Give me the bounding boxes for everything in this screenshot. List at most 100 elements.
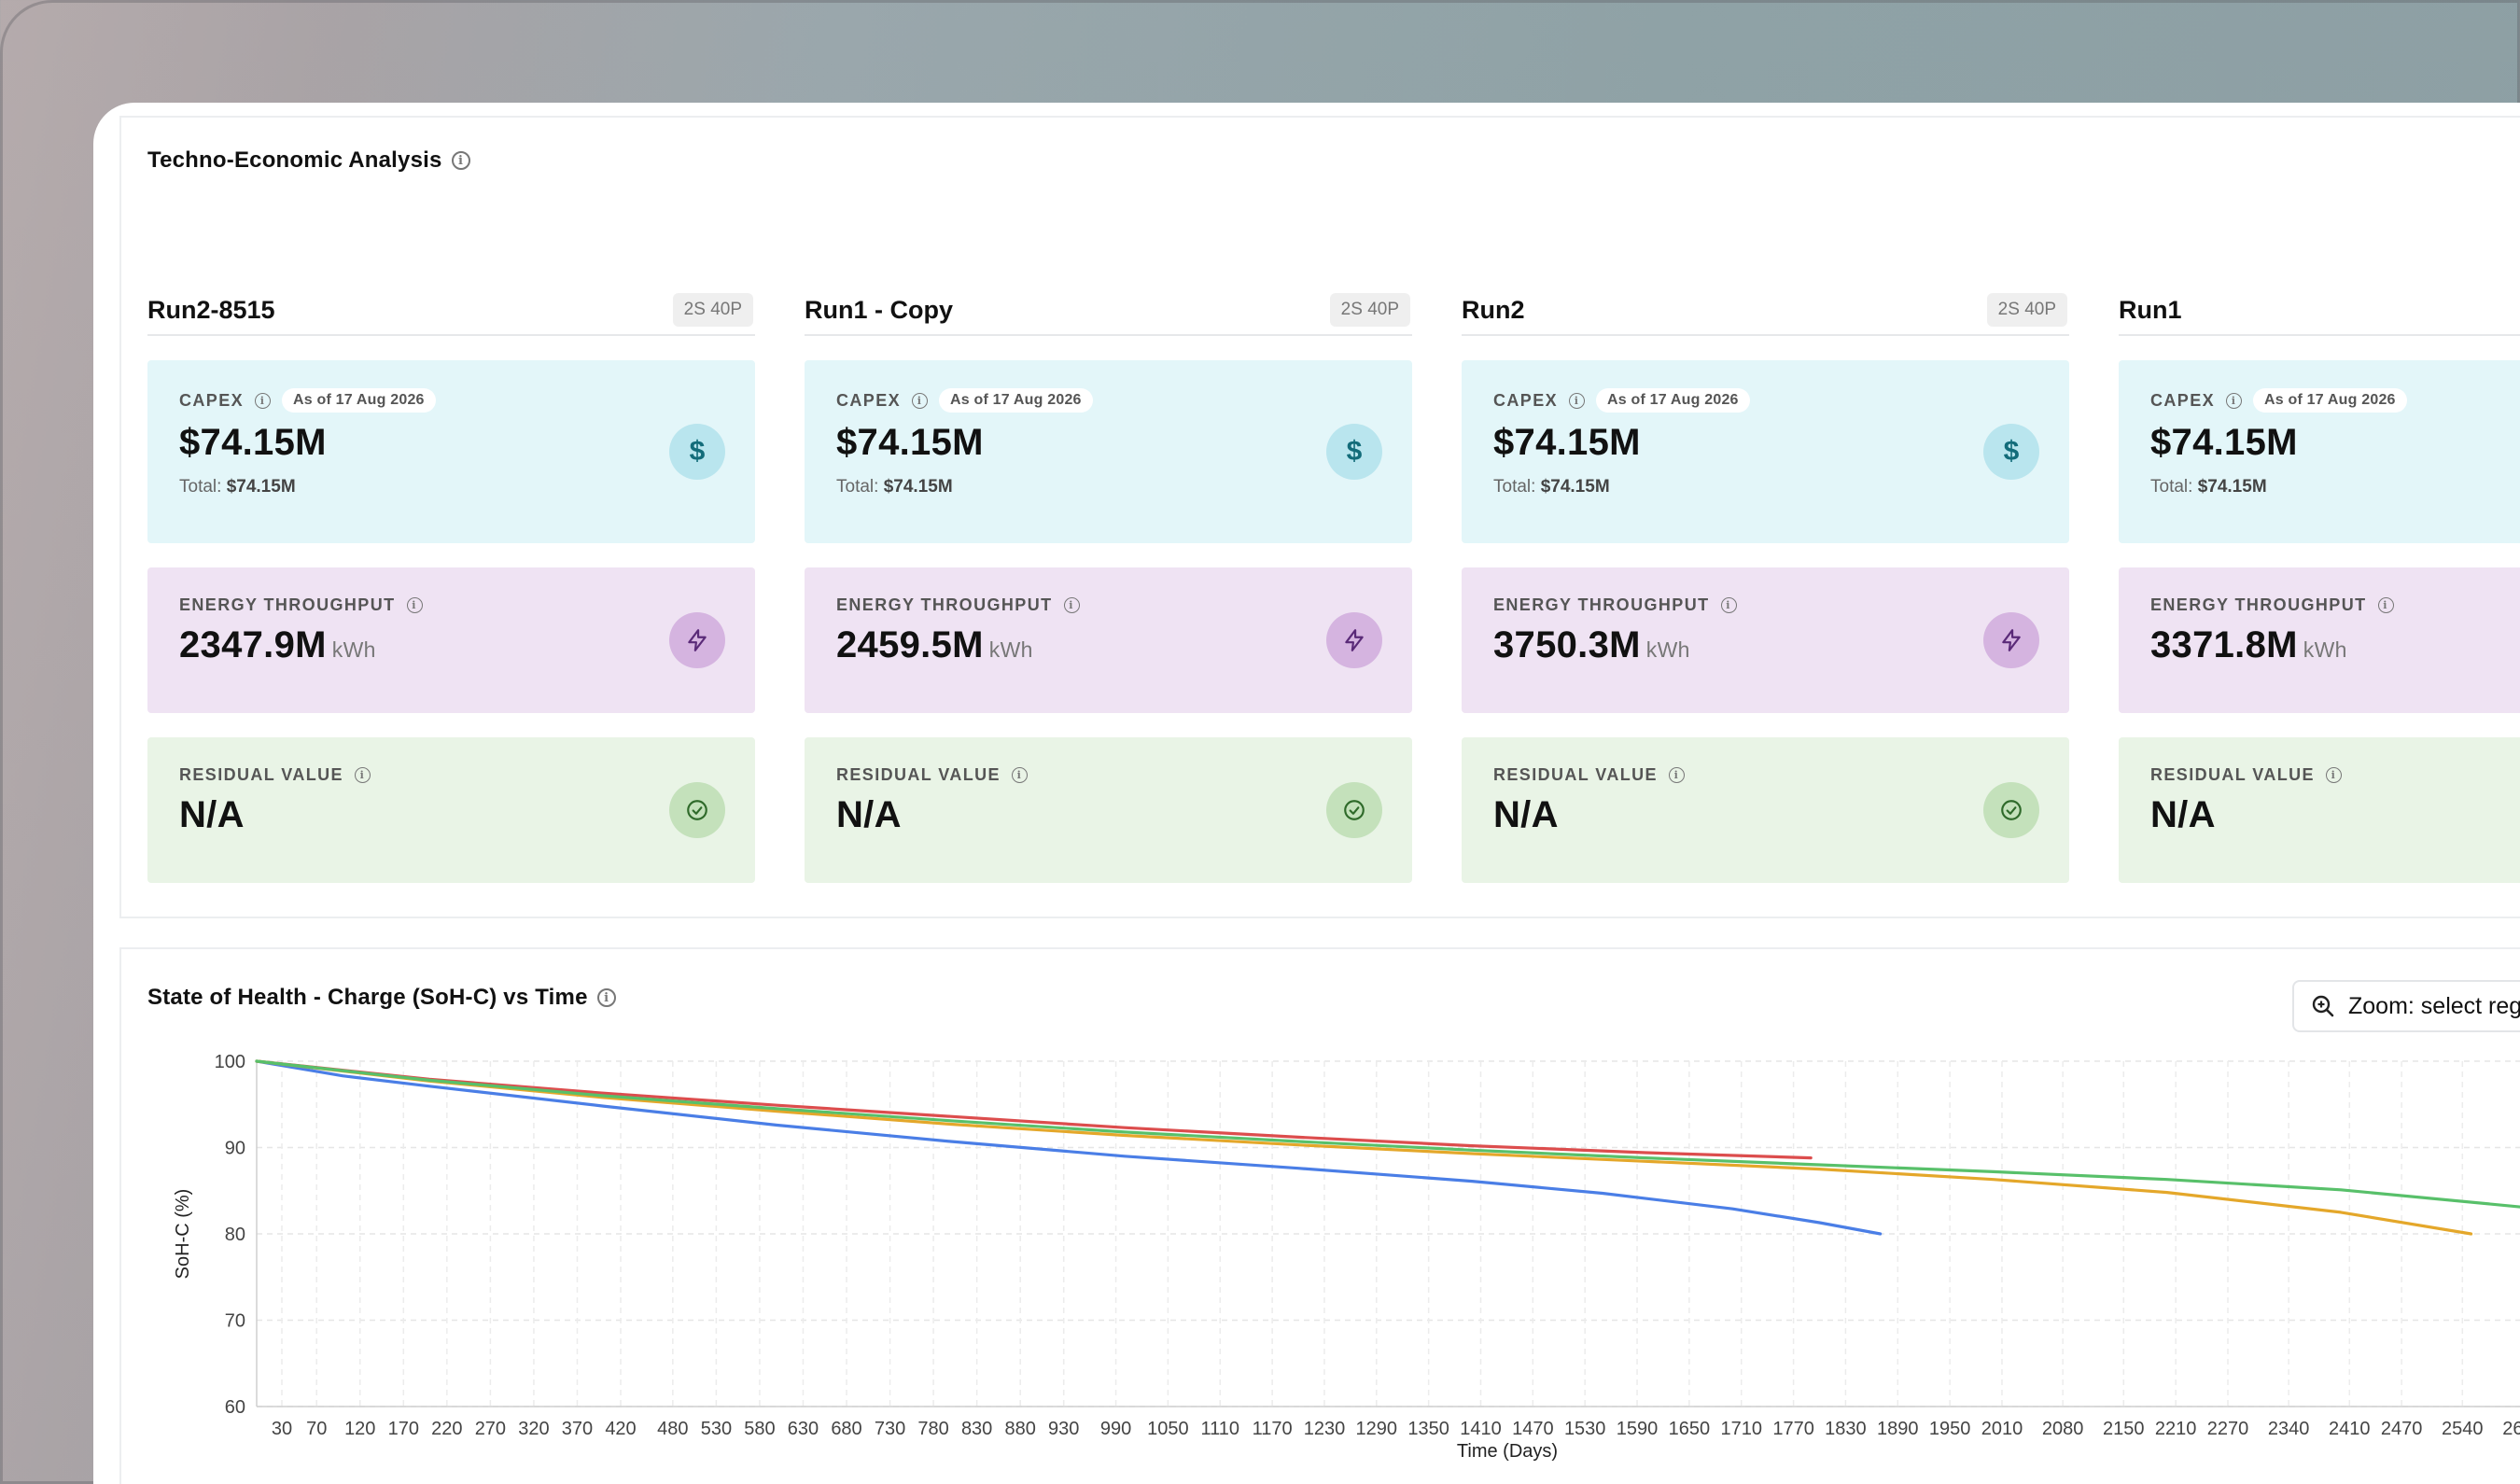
dollar-icon: $ — [1326, 424, 1382, 480]
as-of-badge: As of 17 Aug 2026 — [1596, 388, 1750, 413]
energy-throughput-card: ENERGY THROUGHPUT i 2459.5M kWh — [805, 567, 1412, 713]
soh-line-chart[interactable]: 100 90 80 70 60 30 70 120 170 220 270 320 370 420 480 5… — [121, 949, 2520, 1484]
x-tick-label: 680 — [831, 1419, 861, 1439]
residual-value: N/A — [179, 794, 245, 835]
capex-card: CAPEX i As of 17 Aug 2026 $74.15M Total:… — [805, 360, 1412, 543]
x-tick-label: 420 — [605, 1419, 636, 1439]
energy-unit: kWh — [1645, 637, 1690, 662]
chart-title-row: State of Health - Charge (SoH-C) vs Time… — [147, 985, 616, 1011]
energy-throughput-card: ENERGY THROUGHPUT i 2347.9M kWh — [147, 567, 755, 713]
capex-total: Total: $74.15M — [1493, 477, 2037, 497]
x-tick-label: 2540 — [2442, 1419, 2484, 1439]
x-tick-label: 370 — [562, 1419, 593, 1439]
check-circle-icon — [1326, 782, 1382, 838]
config-badge: 2S 40P — [672, 293, 753, 327]
x-tick-label: 1230 — [1304, 1419, 1346, 1439]
info-icon[interactable]: i — [2377, 597, 2394, 613]
run-name: Run1 - Copy — [805, 295, 953, 324]
info-icon[interactable]: i — [912, 392, 929, 409]
x-tick-label: 170 — [388, 1419, 419, 1439]
info-icon[interactable]: i — [1063, 597, 1080, 613]
capex-total: Total: $74.15M — [2150, 477, 2520, 497]
energy-throughput-card: ENERGY THROUGHPUT i 3750.3M kWh — [1462, 567, 2069, 713]
residual-value: N/A — [1493, 794, 1559, 835]
series-line-0 — [255, 1059, 1883, 1236]
x-tick-label: 480 — [657, 1419, 688, 1439]
chart-title: State of Health - Charge (SoH-C) vs Time — [147, 985, 588, 1010]
energy-label: ENERGY THROUGHPUT — [179, 595, 396, 614]
residual-label-row: RESIDUAL VALUE i — [179, 765, 723, 785]
capex-card: CAPEX i As of 17 Aug 2026 $74.15M Total:… — [1462, 360, 2069, 543]
techno-economic-section: Techno-Economic Analysis i Run2-8515 2S … — [119, 116, 2520, 918]
info-icon[interactable]: i — [451, 151, 470, 170]
capex-label-row: CAPEX i As of 17 Aug 2026 — [1493, 388, 2037, 413]
capex-total-value: $74.15M — [1540, 477, 1610, 497]
info-icon[interactable]: i — [255, 392, 272, 409]
x-tick-label: 2080 — [2042, 1419, 2084, 1439]
residual-value-card: RESIDUAL VALUE i N/A — [147, 737, 755, 883]
info-icon[interactable]: i — [1011, 767, 1028, 783]
capex-total: Total: $74.15M — [836, 477, 1380, 497]
x-tick-label: 1470 — [1512, 1419, 1554, 1439]
residual-value: N/A — [836, 794, 902, 835]
run-header: Run2-8515 2S 40P — [147, 286, 755, 336]
capex-label-row: CAPEX i As of 17 Aug 2026 — [836, 388, 1380, 413]
x-tick-label: 2470 — [2381, 1419, 2423, 1439]
info-icon[interactable]: i — [1720, 597, 1737, 613]
x-tick-label: 2150 — [2103, 1419, 2145, 1439]
capex-card: CAPEX i As of 17 Aug 2026 $74.15M Total:… — [2119, 360, 2520, 543]
residual-label: RESIDUAL VALUE — [1493, 765, 1658, 784]
capex-total-prefix: Total: — [2150, 477, 2193, 497]
zoom-label: Zoom: select region — [2348, 992, 2520, 1019]
capex-label: CAPEX — [2150, 390, 2216, 410]
x-axis-label: Time (Days) — [1457, 1441, 1558, 1462]
x-tick-label: 30 — [272, 1419, 292, 1439]
capex-total-value: $74.15M — [226, 477, 296, 497]
residual-label: RESIDUAL VALUE — [836, 765, 1001, 784]
section-title-row: Techno-Economic Analysis i — [147, 147, 470, 174]
info-icon[interactable]: i — [596, 988, 616, 1007]
dollar-icon: $ — [669, 424, 725, 480]
info-icon[interactable]: i — [1569, 392, 1586, 409]
energy-value: 2459.5M — [836, 624, 984, 665]
residual-value: N/A — [2150, 794, 2216, 835]
energy-value-row: 2347.9M kWh — [179, 624, 723, 666]
capex-total: Total: $74.15M — [179, 477, 723, 497]
energy-label-row: ENERGY THROUGHPUT i — [836, 595, 1380, 615]
config-badge: 2S 40P — [1986, 293, 2067, 327]
lightning-icon — [1326, 612, 1382, 668]
series-line-1 — [255, 1059, 1813, 1160]
residual-label: RESIDUAL VALUE — [179, 765, 343, 784]
x-tick-label: 1830 — [1825, 1419, 1867, 1439]
energy-value-row: 2459.5M kWh — [836, 624, 1380, 666]
energy-value-row: 3750.3M kWh — [1493, 624, 2037, 666]
energy-value: 3750.3M — [1493, 624, 1641, 665]
zoom-select-region-button[interactable]: Zoom: select region — [2292, 980, 2520, 1032]
x-tick-label: 1410 — [1460, 1419, 1502, 1439]
run-name: Run2-8515 — [147, 295, 275, 324]
x-tick-label: 880 — [1004, 1419, 1035, 1439]
x-tick-label: 730 — [875, 1419, 905, 1439]
x-tick-label: 1350 — [1407, 1419, 1449, 1439]
x-tick-label: 2410 — [2329, 1419, 2371, 1439]
series-line-2 — [255, 1059, 2473, 1236]
x-tick-label: 1290 — [1356, 1419, 1398, 1439]
energy-label-row: ENERGY THROUGHPUT i — [2150, 595, 2520, 615]
dollar-icon: $ — [1983, 424, 2039, 480]
x-tick-label: 580 — [744, 1419, 775, 1439]
info-icon[interactable]: i — [1668, 767, 1685, 783]
x-tick-label: 1530 — [1564, 1419, 1606, 1439]
x-tick-label: 2340 — [2268, 1419, 2310, 1439]
info-icon[interactable]: i — [2325, 767, 2342, 783]
info-icon[interactable]: i — [2226, 392, 2243, 409]
info-icon[interactable]: i — [354, 767, 371, 783]
x-tick-label: 930 — [1048, 1419, 1079, 1439]
x-tick-label: 1890 — [1877, 1419, 1919, 1439]
capex-card: CAPEX i As of 17 Aug 2026 $74.15M Total:… — [147, 360, 755, 543]
energy-label: ENERGY THROUGHPUT — [2150, 595, 2367, 614]
info-icon[interactable]: i — [406, 597, 423, 613]
section-title: Techno-Economic Analysis — [147, 147, 442, 173]
y-tick-label: 80 — [225, 1225, 245, 1245]
x-tick-label: 320 — [518, 1419, 549, 1439]
energy-value-row: 3371.8M kWh — [2150, 624, 2520, 666]
